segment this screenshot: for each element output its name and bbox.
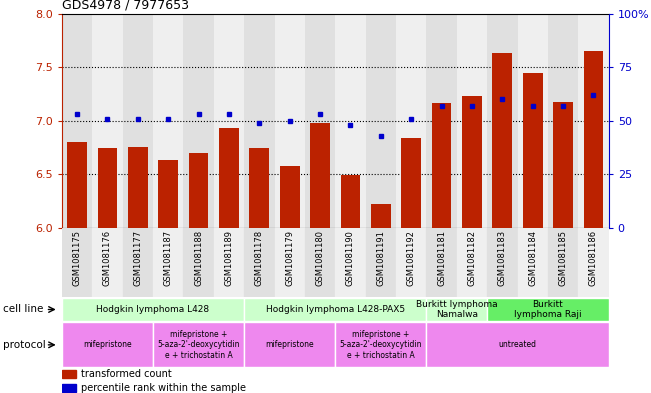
Bar	[457, 228, 487, 297]
Text: GSM1081189: GSM1081189	[225, 230, 234, 286]
Bar	[335, 228, 366, 297]
Bar	[62, 384, 76, 392]
Bar	[62, 228, 92, 297]
Bar	[275, 14, 305, 228]
Text: mifepristone: mifepristone	[266, 340, 314, 349]
Text: GSM1081190: GSM1081190	[346, 230, 355, 286]
Text: mifepristone +
5-aza-2'-deoxycytidin
e + trichostatin A: mifepristone + 5-aza-2'-deoxycytidin e +…	[340, 330, 422, 360]
Text: GSM1081187: GSM1081187	[163, 230, 173, 286]
Text: GSM1081177: GSM1081177	[133, 230, 143, 286]
FancyBboxPatch shape	[62, 298, 244, 321]
FancyBboxPatch shape	[244, 322, 335, 367]
FancyBboxPatch shape	[62, 322, 153, 367]
Text: mifepristone +
5-aza-2'-deoxycytidin
e + trichostatin A: mifepristone + 5-aza-2'-deoxycytidin e +…	[158, 330, 240, 360]
Bar	[396, 228, 426, 297]
Text: GSM1081175: GSM1081175	[72, 230, 81, 286]
Text: Burkitt
lymphoma Raji: Burkitt lymphoma Raji	[514, 300, 582, 319]
Text: GSM1081183: GSM1081183	[498, 230, 507, 286]
Bar	[92, 14, 122, 228]
Text: GSM1081192: GSM1081192	[407, 230, 416, 286]
Bar	[122, 228, 153, 297]
FancyBboxPatch shape	[487, 298, 609, 321]
Bar	[462, 96, 482, 228]
Bar	[426, 14, 457, 228]
Text: GSM1081184: GSM1081184	[528, 230, 537, 286]
Bar	[518, 228, 548, 297]
Bar	[158, 160, 178, 228]
Bar	[275, 228, 305, 297]
Bar	[249, 148, 270, 228]
Bar	[401, 138, 421, 228]
Text: cell line: cell line	[3, 305, 44, 314]
FancyBboxPatch shape	[426, 298, 487, 321]
Bar	[487, 228, 518, 297]
Bar	[518, 14, 548, 228]
Text: percentile rank within the sample: percentile rank within the sample	[81, 383, 246, 393]
Text: mifepristone: mifepristone	[83, 340, 132, 349]
FancyBboxPatch shape	[426, 322, 609, 367]
Bar	[219, 129, 239, 228]
Text: Hodgkin lymphoma L428-PAX5: Hodgkin lymphoma L428-PAX5	[266, 305, 405, 314]
Text: GDS4978 / 7977653: GDS4978 / 7977653	[62, 0, 189, 11]
Text: untreated: untreated	[499, 340, 536, 349]
Bar	[305, 228, 335, 297]
Text: GSM1081188: GSM1081188	[194, 230, 203, 286]
Text: GSM1081181: GSM1081181	[437, 230, 446, 286]
Bar	[523, 73, 542, 228]
Bar	[335, 14, 366, 228]
Bar	[153, 228, 184, 297]
Text: GSM1081182: GSM1081182	[467, 230, 477, 286]
Text: Burkitt lymphoma
Namalwa: Burkitt lymphoma Namalwa	[416, 300, 497, 319]
Bar	[98, 148, 117, 228]
Bar	[305, 14, 335, 228]
Bar	[214, 14, 244, 228]
Bar	[583, 51, 603, 228]
Bar	[366, 228, 396, 297]
Text: GSM1081185: GSM1081185	[559, 230, 568, 286]
Bar	[311, 123, 330, 228]
Text: GSM1081179: GSM1081179	[285, 230, 294, 286]
Bar	[396, 14, 426, 228]
Bar	[189, 153, 208, 228]
Bar	[128, 147, 148, 228]
Bar	[184, 14, 214, 228]
Bar	[62, 370, 76, 378]
Text: GSM1081176: GSM1081176	[103, 230, 112, 286]
Text: GSM1081180: GSM1081180	[316, 230, 325, 286]
FancyBboxPatch shape	[244, 298, 426, 321]
Bar	[578, 228, 609, 297]
Text: GSM1081186: GSM1081186	[589, 230, 598, 286]
Bar	[457, 14, 487, 228]
Bar	[184, 228, 214, 297]
Bar	[244, 14, 275, 228]
Bar	[67, 142, 87, 228]
Bar	[548, 228, 578, 297]
Bar	[244, 228, 275, 297]
Bar	[366, 14, 396, 228]
Text: transformed count: transformed count	[81, 369, 172, 379]
Bar	[340, 175, 361, 228]
Bar	[153, 14, 184, 228]
Bar	[280, 166, 299, 228]
Bar	[62, 14, 92, 228]
Bar	[578, 14, 609, 228]
Bar	[122, 14, 153, 228]
Text: Hodgkin lymphoma L428: Hodgkin lymphoma L428	[96, 305, 210, 314]
Text: GSM1081191: GSM1081191	[376, 230, 385, 286]
Text: GSM1081178: GSM1081178	[255, 230, 264, 286]
Bar	[92, 228, 122, 297]
FancyBboxPatch shape	[335, 322, 426, 367]
FancyBboxPatch shape	[153, 322, 244, 367]
Bar	[553, 101, 573, 228]
Bar	[432, 103, 452, 228]
Bar	[214, 228, 244, 297]
Bar	[426, 228, 457, 297]
Bar	[487, 14, 518, 228]
Text: protocol: protocol	[3, 340, 46, 350]
Bar	[371, 204, 391, 228]
Bar	[548, 14, 578, 228]
Bar	[492, 53, 512, 228]
